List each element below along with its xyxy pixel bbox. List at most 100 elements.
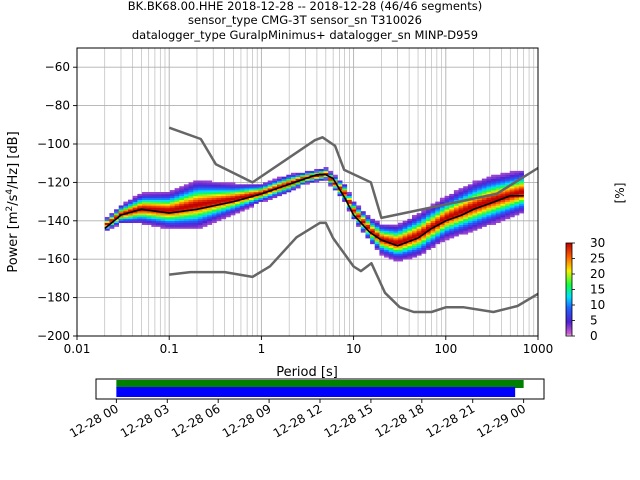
heatmap-cell [453, 218, 459, 222]
heatmap-cell [398, 230, 403, 233]
heatmap-cell [165, 192, 171, 195]
heatmap-cell [430, 220, 436, 224]
heatmap-cell [235, 197, 241, 200]
heatmap-cell [407, 218, 413, 222]
heatmap-cell [370, 234, 376, 237]
heatmap-cell [374, 226, 380, 229]
heatmap-cell [463, 222, 469, 225]
heatmap-cell [430, 238, 436, 241]
heatmap-cell [314, 180, 320, 183]
heatmap-cell [211, 205, 217, 208]
heatmap-cell [314, 168, 320, 172]
heatmap-cell [477, 197, 483, 200]
heatmap-cell [453, 222, 459, 225]
heatmap-cell [444, 234, 450, 237]
heatmap-cell [197, 186, 203, 189]
heatmap-cell [514, 176, 520, 179]
heatmap-cell [174, 213, 180, 216]
heatmap-cell [146, 193, 152, 197]
heatmap-cell [421, 234, 427, 237]
heatmap-cell [467, 218, 473, 222]
heatmap-cell [328, 174, 334, 177]
heatmap-cell [174, 190, 180, 193]
heatmap-cell [235, 207, 241, 210]
heatmap-cell [509, 172, 515, 176]
heatmap-cell [495, 176, 501, 179]
heatmap-cell [165, 201, 171, 204]
heatmap-cell [398, 259, 403, 262]
heatmap-cell [160, 218, 166, 222]
heatmap-cell [155, 215, 161, 218]
heatmap-cell [467, 186, 473, 189]
heatmap-cell [444, 236, 450, 239]
heatmap-cell [481, 197, 487, 200]
heatmap-cell [225, 213, 231, 216]
heatmap-cell [398, 247, 403, 250]
heatmap-cell [174, 218, 180, 222]
heatmap-cell [495, 213, 501, 216]
heatmap-cell [211, 203, 217, 206]
heatmap-cell [435, 232, 441, 235]
heatmap-cell [509, 188, 515, 191]
heatmap-cell [514, 195, 520, 199]
heatmap-cell [216, 205, 222, 208]
heatmap-cell [421, 216, 427, 220]
heatmap-cell [179, 197, 185, 200]
heatmap-cell [514, 188, 520, 191]
heatmap-cell [169, 199, 175, 202]
heatmap-cell [216, 216, 222, 220]
heatmap-cell [253, 188, 259, 191]
heatmap-cell [453, 226, 459, 229]
heatmap-cell [411, 222, 417, 225]
heatmap-cell [407, 247, 413, 250]
heatmap-cell [411, 240, 417, 243]
heatmap-cell [449, 203, 455, 206]
heatmap-cell [505, 205, 511, 208]
heatmap-cell [221, 197, 227, 200]
heatmap-cell [388, 240, 394, 243]
heatmap-cell [132, 215, 138, 218]
heatmap-cell [425, 216, 431, 220]
heatmap-cell [467, 215, 473, 218]
heatmap-cell [477, 188, 483, 191]
heatmap-cell [146, 195, 152, 199]
heatmap-cell [444, 232, 450, 235]
heatmap-cell [165, 220, 171, 224]
heatmap-cell [193, 195, 199, 199]
heatmap-cell [439, 228, 445, 231]
heatmap-cell [249, 201, 255, 204]
heatmap-cell [207, 193, 213, 197]
heatmap-cell [174, 207, 180, 210]
heatmap-cell [514, 192, 520, 195]
heatmap-cell [491, 190, 497, 193]
heatmap-cell [165, 216, 171, 220]
heatmap-cell [109, 213, 115, 216]
heatmap-cell [137, 199, 143, 202]
heatmap-cell [230, 193, 236, 197]
heatmap-cell [407, 249, 413, 252]
heatmap-cell [402, 236, 408, 239]
heatmap-cell [328, 178, 334, 181]
heatmap-cell [402, 245, 408, 248]
heatmap-cell [467, 188, 473, 191]
heatmap-cell [435, 215, 441, 218]
heatmap-cell [351, 205, 357, 208]
heatmap-cell [351, 201, 357, 204]
heatmap-cell [197, 195, 203, 199]
noise-models [168, 126, 539, 314]
heatmap-cell [318, 178, 324, 181]
heatmap-cell [491, 215, 497, 218]
heatmap-cell [500, 176, 506, 179]
heatmap-cell [169, 216, 175, 220]
heatmap-cell [230, 192, 236, 195]
heatmap-cell [514, 211, 520, 214]
heatmap-cell [514, 174, 520, 177]
heatmap-cell [360, 215, 366, 218]
heatmap-cell [430, 240, 436, 243]
heatmap-cell [141, 211, 147, 214]
heatmap-cell [481, 224, 487, 227]
heatmap-cell [314, 176, 320, 179]
heatmap-cell [118, 207, 124, 210]
heatmap-cell [402, 230, 408, 233]
heatmap-cell [276, 182, 282, 185]
